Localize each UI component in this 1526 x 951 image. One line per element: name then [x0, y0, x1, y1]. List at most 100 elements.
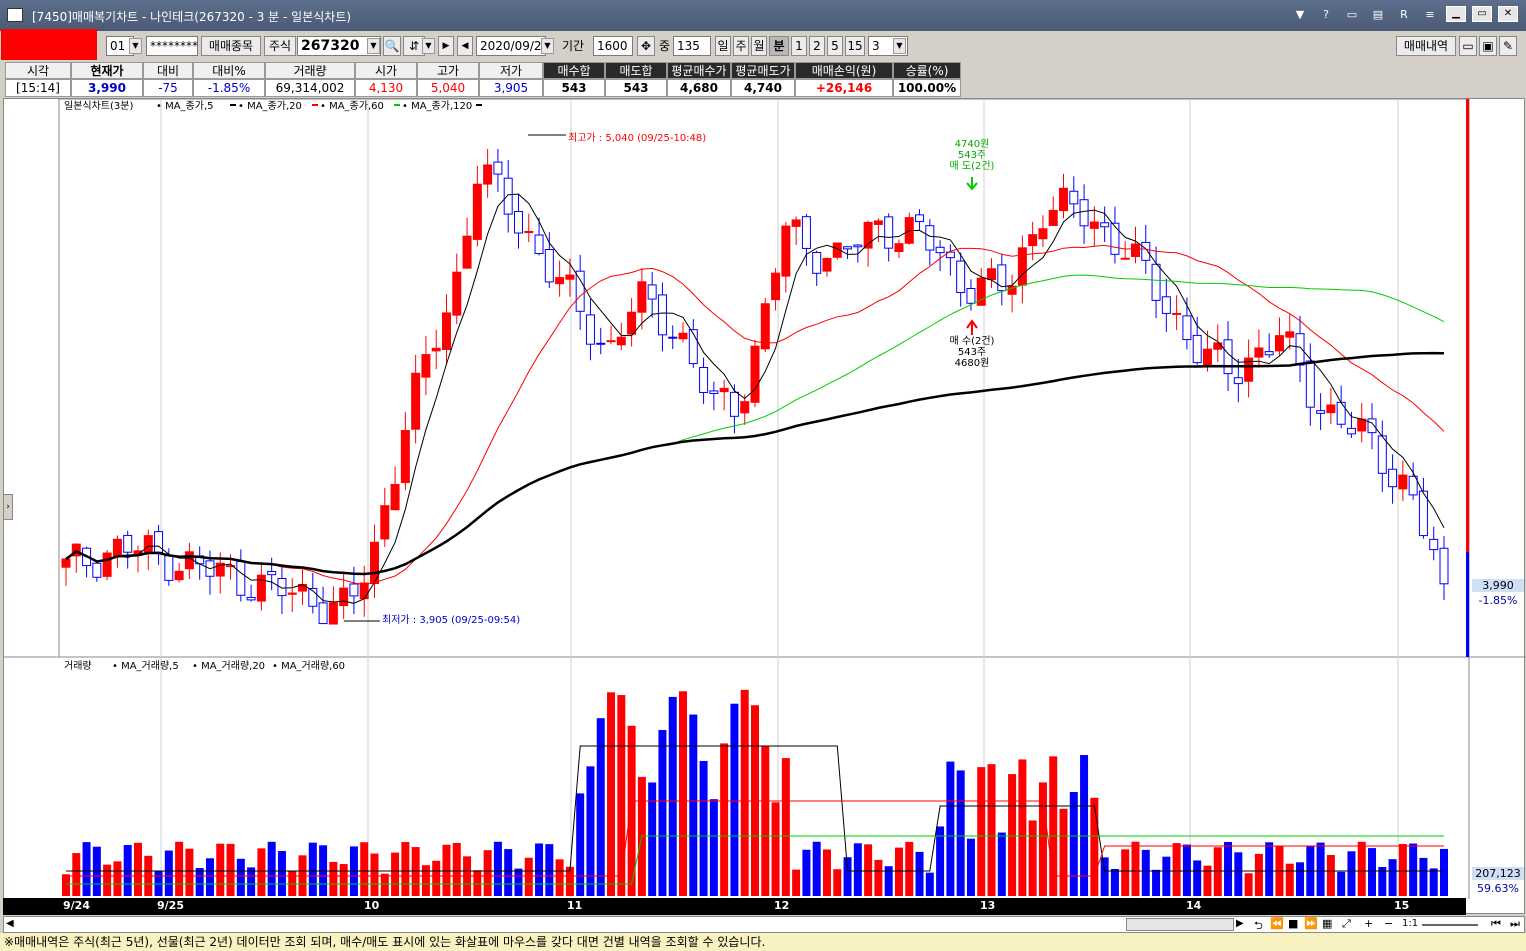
count-input[interactable]: 135: [673, 36, 711, 56]
pan-icon[interactable]: ⮌: [1254, 919, 1263, 932]
unit-month[interactable]: 월: [751, 36, 767, 56]
x-tick-label: 12: [774, 899, 790, 912]
help-icon[interactable]: ?: [1323, 8, 1329, 21]
candle-body: [873, 220, 883, 225]
zoom-icon[interactable]: ⤢: [1342, 917, 1351, 930]
minimize-button[interactable]: ▁: [1446, 6, 1466, 22]
candle-body: [1172, 312, 1182, 315]
scroll-left-icon[interactable]: ◀: [6, 918, 14, 929]
unit-day[interactable]: 일: [715, 36, 731, 56]
unit-1[interactable]: 1: [791, 36, 807, 56]
volume-bar: [411, 847, 420, 896]
pin-icon[interactable]: ▼: [1295, 8, 1305, 21]
candle-body: [801, 216, 811, 249]
code-dropdown-icon[interactable]: ▼: [367, 38, 380, 54]
volume-bar: [1357, 841, 1366, 896]
candle-body: [637, 281, 647, 313]
last-icon[interactable]: ⏭: [1510, 917, 1520, 930]
prev-icon[interactable]: ◀: [457, 36, 473, 56]
volume-bar: [802, 849, 811, 896]
candle-body: [1059, 187, 1069, 212]
volume-bar: [113, 861, 122, 896]
candle-body: [431, 347, 441, 352]
volume-bar: [1337, 871, 1346, 896]
info-value: -75: [143, 79, 193, 97]
zoom-slider[interactable]: [1422, 924, 1478, 926]
account-dropdown-icon[interactable]: ▼: [129, 38, 142, 54]
volume-bar: [946, 761, 955, 896]
maximize-button[interactable]: ▭: [1472, 6, 1492, 22]
unit-minute[interactable]: 분: [769, 36, 789, 56]
candle-body: [966, 288, 976, 304]
plus-icon[interactable]: +: [1364, 917, 1374, 930]
volume-bar: [668, 696, 677, 896]
candle-body: [719, 387, 729, 393]
settings-icon[interactable]: ✎: [1499, 36, 1517, 56]
forward-icon[interactable]: ⏩: [1304, 917, 1318, 930]
grid-icon[interactable]: ▤: [1372, 8, 1384, 21]
volume-bar: [576, 793, 585, 896]
candle-body: [411, 372, 421, 430]
volume-bar: [401, 842, 410, 896]
table-icon[interactable]: ▦: [1322, 917, 1333, 930]
first-icon[interactable]: ⏮: [1491, 917, 1501, 930]
info-value: 4,680: [667, 79, 731, 97]
candle-body: [1202, 348, 1212, 367]
folder-icon[interactable]: ▭: [1459, 36, 1477, 56]
volume-bar: [936, 826, 945, 896]
chart-area[interactable]: 일본식차트(3분) • MA_종가,5 • MA_종가,20 • MA_종가,60 • …: [3, 98, 1526, 914]
rewind-icon[interactable]: ⏪: [1270, 917, 1284, 930]
candle-body: [781, 225, 791, 277]
list-icon[interactable]: ≡: [1425, 8, 1435, 21]
candle-body: [1326, 404, 1336, 414]
unit-week[interactable]: 주: [733, 36, 749, 56]
close-button[interactable]: ✕: [1498, 6, 1518, 22]
scroll-thumb[interactable]: [1126, 918, 1234, 931]
volume-legend-title: 거래량: [64, 660, 92, 672]
r-icon[interactable]: R: [1400, 8, 1408, 21]
volume-bar: [236, 858, 245, 896]
volume-bar: [1347, 851, 1356, 896]
code-input[interactable]: 267320: [297, 36, 381, 56]
sort-icon[interactable]: ⇵: [403, 36, 425, 56]
date-dropdown-icon[interactable]: ▼: [541, 38, 554, 54]
date-input[interactable]: 2020/09/25: [476, 36, 549, 56]
unit-2[interactable]: 2: [809, 36, 825, 56]
play-icon[interactable]: ▶: [438, 36, 454, 56]
unit-15[interactable]: 15: [845, 36, 865, 56]
volume-bar: [1018, 759, 1027, 896]
candle-body: [750, 345, 760, 403]
password-field[interactable]: ********: [146, 36, 198, 56]
minus-icon[interactable]: −: [1384, 917, 1394, 930]
side-expand-button[interactable]: ›: [3, 494, 13, 520]
volume-bar: [1326, 855, 1335, 896]
candle-body: [1100, 222, 1110, 228]
info-header: 현재가: [71, 62, 143, 79]
candle-body: [668, 336, 678, 339]
candle-body: [483, 164, 493, 185]
adjust-icon[interactable]: ✥: [637, 36, 655, 56]
period-input[interactable]: 1600: [593, 36, 633, 56]
stop-icon[interactable]: ■: [1288, 917, 1299, 930]
link-icon[interactable]: ▭: [1346, 8, 1358, 21]
trade-history-button[interactable]: 매매내역: [1396, 36, 1456, 56]
candle-body: [390, 484, 400, 511]
unit-5[interactable]: 5: [827, 36, 843, 56]
chart-scrollbar[interactable]: ◀ ▶ ⮌ ⏪ ■ ⏩ ▦ ⤢ + − 1:1 ⏮ ⏭: [3, 916, 1525, 933]
volume-bar: [1090, 797, 1099, 896]
search-icon[interactable]: 🔍: [383, 36, 401, 56]
candle-body: [812, 252, 822, 274]
volume-bar: [977, 767, 986, 896]
sort-dropdown-icon[interactable]: ▼: [422, 38, 435, 54]
market-button[interactable]: 주식: [264, 36, 296, 56]
trade-stocks-button[interactable]: 매매종목: [201, 36, 261, 56]
volume-ma-line-2: [66, 835, 1444, 885]
volume-bar: [154, 870, 163, 896]
candle-body: [1388, 468, 1398, 488]
save-icon[interactable]: ▣: [1479, 36, 1497, 56]
candle-body: [112, 538, 122, 558]
sell-annotation: 매 도(2건): [950, 160, 995, 172]
scroll-right-icon[interactable]: ▶: [1236, 918, 1244, 929]
unit-dropdown-icon[interactable]: ▼: [893, 38, 906, 54]
candle-body: [215, 562, 225, 577]
